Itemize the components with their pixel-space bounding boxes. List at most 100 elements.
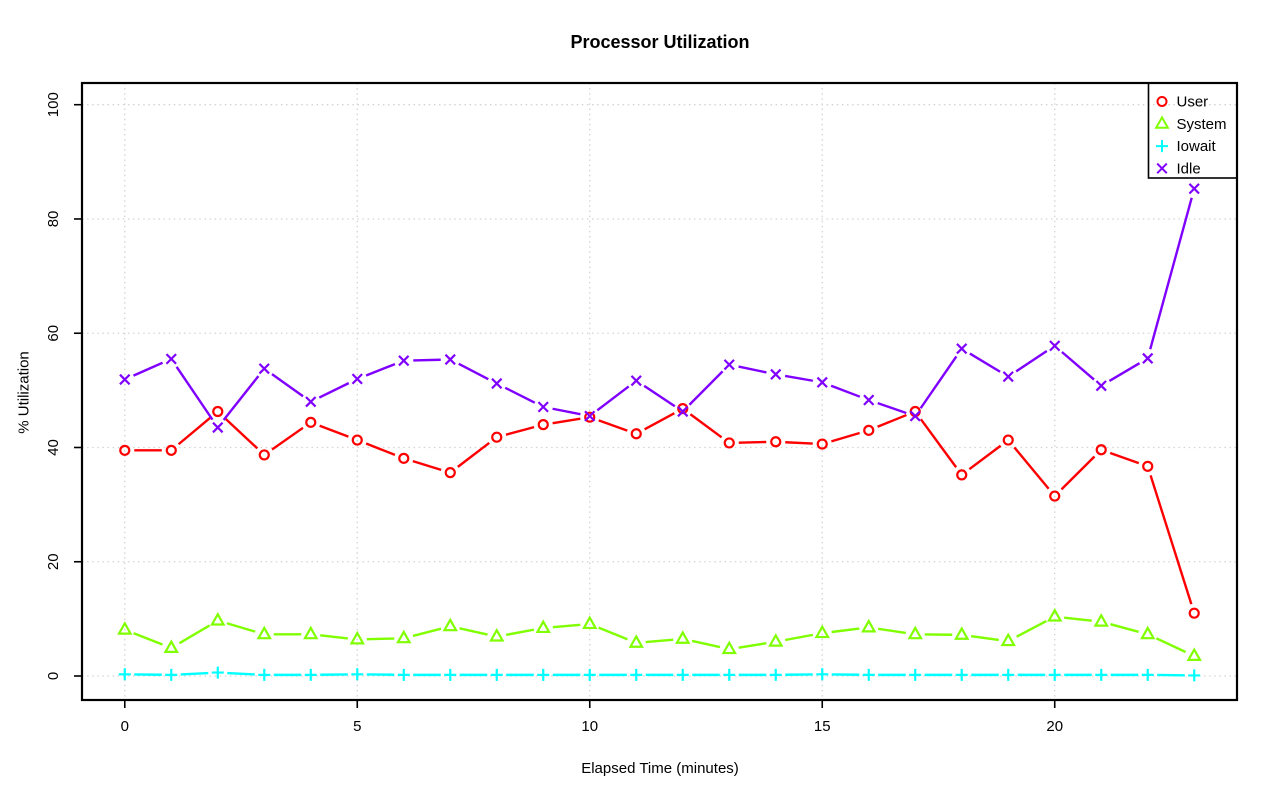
series-system-marker bbox=[582, 615, 598, 630]
series-idle-marker bbox=[212, 421, 224, 434]
series-iowait-marker bbox=[118, 668, 131, 681]
series-iowait-marker bbox=[397, 668, 410, 681]
series-idle-segment bbox=[222, 375, 260, 421]
series-user-segment bbox=[223, 417, 259, 450]
series-user-marker bbox=[444, 467, 456, 479]
series-idle-marker bbox=[677, 405, 689, 418]
y-tick-label: 20 bbox=[45, 553, 62, 570]
series-user-segment bbox=[1013, 446, 1050, 490]
series-user-marker bbox=[258, 449, 270, 461]
series-iowait-marker bbox=[1188, 669, 1201, 682]
series-system-segment bbox=[178, 624, 211, 645]
series-idle-segment bbox=[175, 366, 214, 421]
series-iowait-marker bbox=[537, 668, 550, 681]
series-user-marker bbox=[1002, 434, 1014, 446]
series-iowait-marker bbox=[490, 668, 503, 681]
series-idle-segment bbox=[643, 384, 676, 408]
series-user-segment bbox=[177, 416, 212, 446]
series-user-segment bbox=[831, 431, 860, 443]
series-iowait-marker bbox=[304, 668, 317, 681]
series-system-marker bbox=[628, 634, 644, 648]
series-iowait-marker bbox=[444, 668, 457, 681]
series-user-marker bbox=[305, 416, 317, 428]
series-user-segment bbox=[1109, 451, 1140, 465]
series-idle-segment bbox=[458, 362, 489, 381]
series-idle-segment bbox=[271, 373, 304, 398]
series-system-marker bbox=[1047, 607, 1063, 622]
series-system-marker bbox=[907, 625, 923, 640]
series-idle-segment bbox=[919, 355, 958, 409]
series-idle-marker bbox=[863, 394, 875, 406]
series-idle-marker bbox=[723, 359, 735, 371]
legend-marker-idle bbox=[1156, 162, 1168, 174]
series-user-marker bbox=[491, 431, 503, 443]
y-tick-label: 100 bbox=[45, 92, 62, 117]
series-user-marker bbox=[119, 444, 131, 456]
series-idle-marker bbox=[630, 375, 642, 387]
series-user-segment bbox=[919, 418, 958, 468]
series-iowait-marker bbox=[351, 668, 364, 681]
series-system-segment bbox=[133, 632, 163, 646]
series-system-marker bbox=[814, 624, 830, 639]
x-tick-label: 10 bbox=[581, 718, 598, 735]
series-idle-segment bbox=[365, 363, 396, 377]
y-tick-label: 40 bbox=[45, 439, 62, 456]
series-user-segment bbox=[457, 442, 490, 468]
series-idle-marker bbox=[258, 363, 270, 375]
series-idle-marker bbox=[351, 373, 363, 385]
series-system-segment bbox=[877, 627, 907, 635]
series-idle-marker bbox=[584, 410, 596, 422]
series-user-marker bbox=[1095, 444, 1107, 456]
series-iowait-marker bbox=[583, 668, 596, 681]
series-user-marker bbox=[351, 434, 363, 446]
series-system-segment bbox=[831, 627, 860, 634]
series-system-marker bbox=[675, 630, 691, 644]
series-system-segment bbox=[598, 626, 628, 641]
legend-marker-user bbox=[1156, 96, 1168, 107]
series-iowait-marker bbox=[769, 668, 782, 681]
x-tick-label: 20 bbox=[1046, 718, 1063, 735]
series-idle-marker bbox=[770, 368, 782, 380]
series-user-segment bbox=[877, 413, 907, 428]
series-iowait-marker bbox=[1095, 668, 1108, 681]
y-axis-label: % Utilization bbox=[15, 351, 33, 434]
series-system-marker bbox=[303, 625, 319, 640]
series-iowait-marker bbox=[211, 666, 224, 679]
series-system-marker bbox=[954, 626, 970, 640]
series-system-marker bbox=[1093, 613, 1109, 627]
legend-box bbox=[1147, 82, 1238, 179]
series-system-segment bbox=[505, 628, 535, 637]
legend-label-system: System bbox=[1177, 116, 1227, 133]
series-idle-segment bbox=[784, 374, 814, 382]
series-system-marker bbox=[1000, 632, 1016, 647]
series-user-segment bbox=[598, 419, 628, 432]
series-user-segment bbox=[968, 444, 1002, 471]
series-idle-segment bbox=[1015, 350, 1048, 373]
series-user-segment bbox=[1060, 455, 1096, 491]
series-system-segment bbox=[459, 627, 488, 636]
series-idle-segment bbox=[1149, 197, 1193, 350]
series-iowait-marker bbox=[816, 668, 829, 681]
series-idle-segment bbox=[413, 358, 441, 362]
series-idle-segment bbox=[1108, 362, 1141, 382]
series-system-segment bbox=[366, 637, 395, 641]
series-system-segment bbox=[645, 638, 674, 644]
series-system-marker bbox=[349, 630, 365, 645]
series-user-segment bbox=[412, 459, 442, 471]
series-idle-segment bbox=[1061, 351, 1095, 381]
series-system-marker bbox=[396, 629, 412, 644]
series-idle-segment bbox=[830, 384, 861, 398]
series-idle-marker bbox=[1142, 352, 1154, 364]
series-system-marker bbox=[535, 619, 551, 634]
series-system-marker bbox=[163, 639, 179, 654]
series-user-marker bbox=[584, 411, 596, 423]
series-user-segment bbox=[785, 441, 813, 445]
legend-marker-iowait bbox=[1156, 140, 1168, 153]
series-system-segment bbox=[1155, 637, 1187, 654]
series-user-segment bbox=[365, 442, 396, 456]
series-idle-marker bbox=[1049, 340, 1061, 352]
series-idle-marker bbox=[165, 353, 177, 365]
series-user-marker bbox=[677, 403, 689, 415]
series-user-segment bbox=[552, 417, 581, 425]
